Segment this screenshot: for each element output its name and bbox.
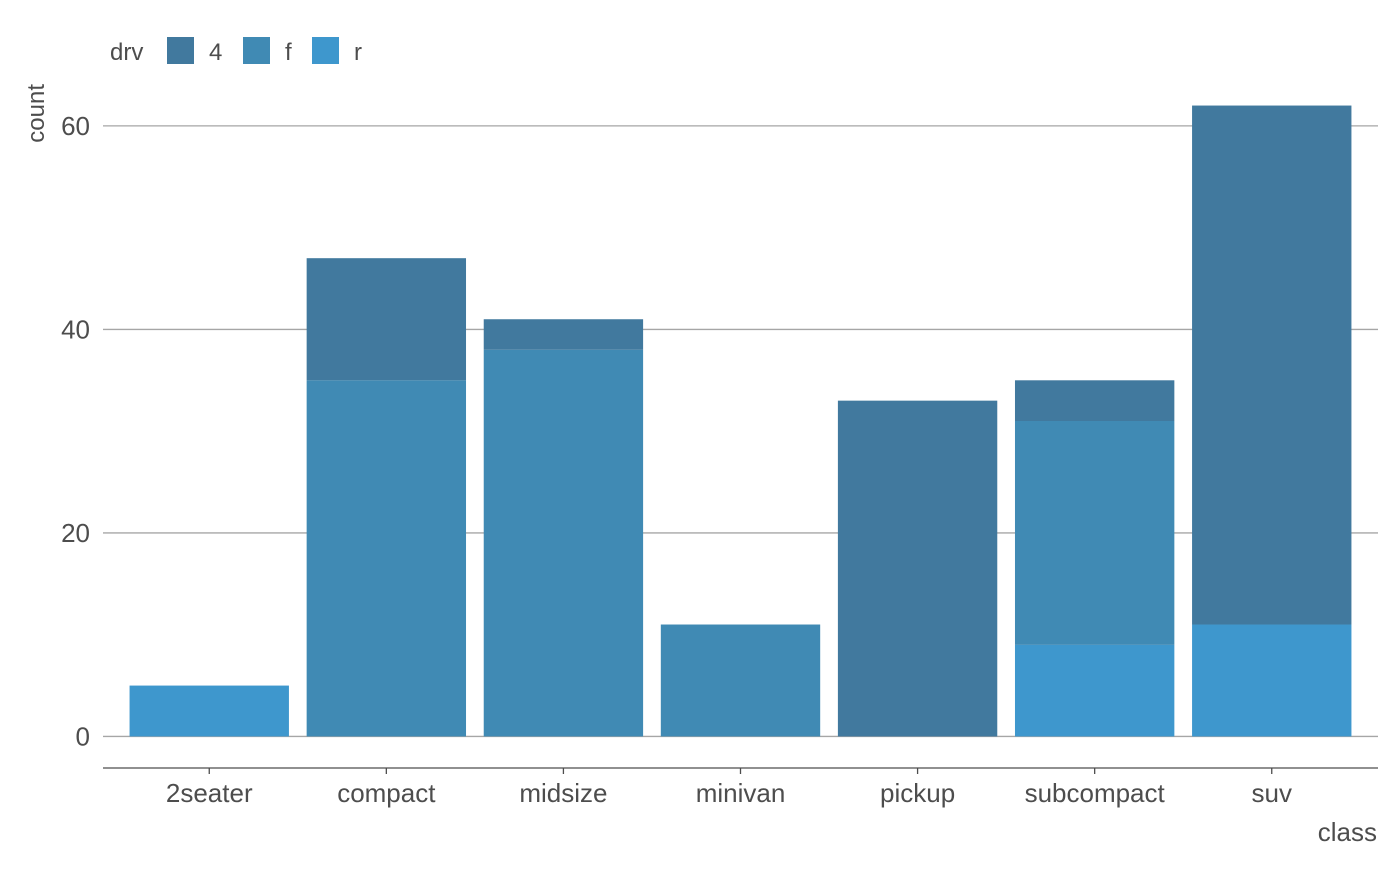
bar-segment xyxy=(1014,380,1175,421)
legend: drv 4 f r xyxy=(110,37,362,66)
legend-item: 4 xyxy=(167,37,222,66)
bar-segment xyxy=(1192,105,1352,625)
bar-segment xyxy=(306,258,467,381)
y-axis-label: count xyxy=(23,84,50,143)
legend-item: r xyxy=(312,37,362,66)
y-tick-label: 40 xyxy=(61,314,90,344)
x-tick-label: compact xyxy=(337,778,436,808)
x-tick-label: subcompact xyxy=(1025,778,1166,808)
legend-key-swatch xyxy=(312,37,339,64)
bar-segment xyxy=(1192,624,1352,737)
x-axis-label: class xyxy=(1318,817,1377,847)
legend-title: drv xyxy=(110,39,143,66)
bar-segment xyxy=(837,400,998,737)
legend-key-label: 4 xyxy=(209,39,222,66)
y-tick-label: 60 xyxy=(61,111,90,141)
bar-segment xyxy=(1014,421,1175,645)
x-tick-label: pickup xyxy=(880,778,955,808)
legend-items: 4 f r xyxy=(167,37,362,66)
x-tick-label: suv xyxy=(1252,778,1292,808)
legend-key-label: f xyxy=(285,39,292,66)
bar-segment xyxy=(1014,644,1175,737)
legend-key-label: r xyxy=(354,39,362,66)
bar-segment xyxy=(483,349,644,737)
x-tick-labels: 2seater compact midsize minivan pickup subcom… xyxy=(166,778,1292,808)
bar-segment xyxy=(660,624,821,737)
y-tick-label: 20 xyxy=(61,518,90,548)
bar-segment xyxy=(129,685,289,737)
bars xyxy=(129,105,1352,737)
legend-item: f xyxy=(243,37,292,66)
bar-segment xyxy=(306,380,467,737)
legend-key-swatch xyxy=(167,37,194,64)
x-tick-label: 2seater xyxy=(166,778,253,808)
bar-segment xyxy=(483,319,644,350)
y-tick-labels: 0 20 40 60 xyxy=(61,111,90,752)
axes xyxy=(103,767,1378,774)
legend-key-swatch xyxy=(243,37,270,64)
y-tick-label: 0 xyxy=(76,721,90,751)
x-tick-label: midsize xyxy=(519,778,607,808)
x-tick-label: minivan xyxy=(696,778,786,808)
